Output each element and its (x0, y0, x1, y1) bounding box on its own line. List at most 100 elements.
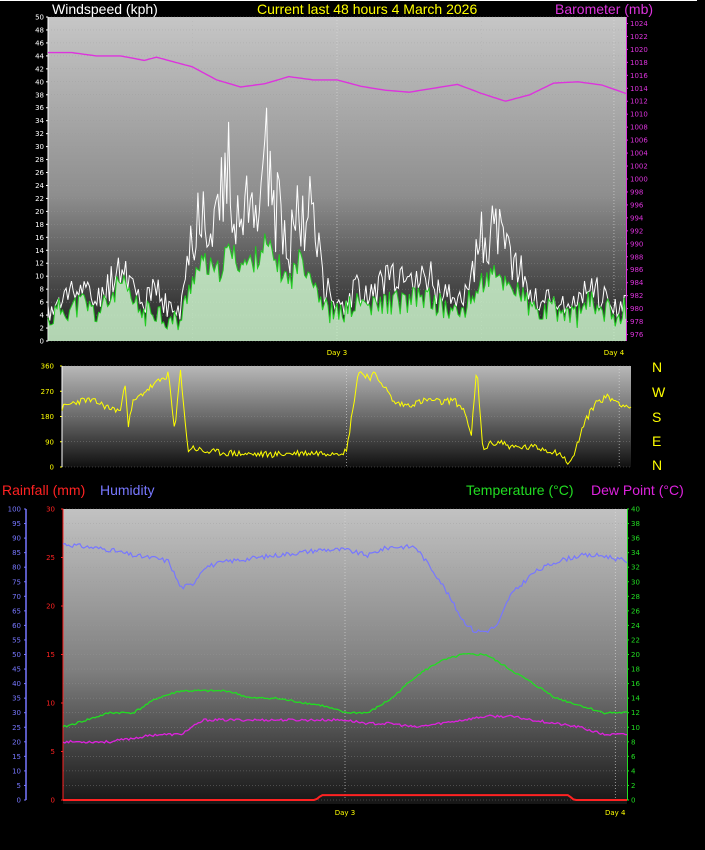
humidity-tick-label: 75 (12, 578, 21, 586)
wind-tick-label: 0 (40, 338, 44, 346)
rainfall-series-line (63, 794, 627, 801)
wind-tick-label: 44 (35, 52, 44, 60)
baro-tick-label: 980 (630, 305, 643, 313)
temp-day-tick-label: Day 4 (605, 809, 626, 817)
temp-day-tick-label: Day 3 (335, 809, 356, 817)
baro-axis-title: Barometer (mb) (555, 1, 653, 17)
humidity-tick-label: 0 (17, 797, 21, 805)
humidity-tick-label: 85 (12, 549, 21, 557)
rain-tick-label: 20 (46, 603, 55, 611)
rain-tick-label: 0 (51, 797, 55, 805)
temp-tick-label: 16 (631, 680, 640, 688)
temp-tick-label: 2 (631, 782, 635, 790)
humidity-tick-label: 55 (12, 636, 21, 644)
wind-tick-label: 4 (40, 312, 45, 320)
baro-tick-label: 1008 (630, 124, 648, 132)
humidity-tick-label: 100 (8, 506, 21, 514)
baro-tick-label: 978 (630, 318, 643, 326)
temp-tick-label: 28 (631, 593, 640, 601)
direction-tick-label: 270 (41, 388, 54, 396)
baro-tick-label: 984 (630, 279, 644, 287)
baro-tick-label: 982 (630, 292, 643, 300)
humidity-tick-label: 25 (12, 724, 21, 732)
rain-tick-label: 10 (46, 700, 55, 708)
wind-tick-label: 38 (35, 91, 44, 99)
humidity-series-line (62, 542, 628, 634)
direction-tick-label: 90 (45, 438, 54, 446)
wind-tick-label: 8 (40, 286, 44, 294)
temp-tick-label: 38 (631, 520, 640, 528)
wind-tick-label: 24 (35, 182, 44, 190)
baro-tick-label: 986 (630, 266, 644, 274)
temp-tick-label: 40 (631, 506, 640, 514)
wind-tick-label: 32 (35, 130, 44, 138)
compass-east: E (652, 433, 661, 449)
humidity-tick-label: 15 (12, 753, 21, 761)
wind-tick-label: 36 (35, 104, 44, 112)
baro-tick-label: 1016 (630, 72, 648, 80)
chart-title: Current last 48 hours 4 March 2026 (257, 1, 477, 17)
wind-tick-label: 20 (35, 208, 44, 216)
compass-north-bottom: N (652, 457, 662, 473)
temperature-series-line (62, 652, 628, 728)
direction-tick-label: 0 (50, 464, 54, 472)
baro-tick-label: 1000 (630, 176, 648, 184)
temp-tick-label: 6 (631, 753, 636, 761)
average-wind-fill (48, 233, 626, 341)
humidity-tick-label: 10 (12, 767, 21, 775)
wind-tick-label: 28 (35, 156, 44, 164)
direction-series-line (61, 369, 632, 466)
rain-tick-label: 15 (46, 651, 55, 659)
series-marks (47, 51, 632, 801)
compass-north-top: N (652, 359, 662, 375)
temp-tick-label: 34 (631, 549, 640, 557)
baro-tick-label: 1002 (630, 163, 648, 171)
temp-tick-label: 14 (631, 695, 640, 703)
baro-tick-label: 1006 (630, 137, 648, 145)
wind-tick-label: 50 (35, 14, 44, 22)
wind-tick-label: 46 (35, 39, 44, 47)
baro-tick-label: 1022 (630, 33, 648, 41)
wind-tick-label: 6 (40, 299, 45, 307)
wind-tick-label: 16 (35, 234, 44, 242)
baro-tick-label: 976 (630, 331, 644, 339)
wind-tick-label: 2 (40, 325, 44, 333)
rain-axis-title: Rainfall (mm) (2, 482, 85, 498)
dew-point-series-line (62, 714, 628, 744)
temp-tick-label: 22 (631, 636, 640, 644)
temp-tick-label: 4 (631, 767, 636, 775)
baro-tick-label: 988 (630, 253, 643, 261)
baro-tick-label: 990 (630, 240, 643, 248)
direction-tick-label: 360 (41, 363, 54, 371)
grid-lines (48, 16, 631, 801)
axes: 0246810121416182022242628303234363840424… (8, 14, 649, 818)
humidity-tick-label: 70 (12, 593, 21, 601)
compass-west: W (652, 384, 666, 400)
humidity-tick-label: 80 (12, 564, 21, 572)
baro-tick-label: 1014 (630, 85, 648, 93)
direction-tick-label: 180 (41, 413, 54, 421)
humidity-tick-label: 95 (12, 520, 21, 528)
temp-tick-label: 12 (631, 709, 640, 717)
wind-tick-label: 12 (35, 260, 44, 268)
wind-tick-label: 30 (35, 143, 44, 151)
humidity-tick-label: 20 (12, 738, 21, 746)
average-wind-line (47, 233, 627, 331)
humidity-tick-label: 60 (12, 622, 21, 630)
wind-tick-label: 26 (35, 169, 44, 177)
humidity-tick-label: 50 (12, 651, 21, 659)
baro-tick-label: 1010 (630, 111, 648, 119)
humidity-tick-label: 5 (17, 782, 21, 790)
wind-tick-label: 18 (35, 221, 44, 229)
temp-tick-label: 0 (631, 797, 635, 805)
baro-tick-label: 1020 (630, 46, 648, 54)
barometer-series-line (48, 51, 627, 102)
baro-tick-label: 1024 (630, 20, 648, 28)
baro-tick-label: 998 (630, 188, 643, 196)
day-tick-label: Day 3 (327, 349, 348, 357)
day-tick-label: Day 4 (604, 349, 625, 357)
temp-tick-label: 26 (631, 607, 640, 615)
humidity-tick-label: 40 (12, 680, 21, 688)
temp-tick-label: 18 (631, 666, 640, 674)
